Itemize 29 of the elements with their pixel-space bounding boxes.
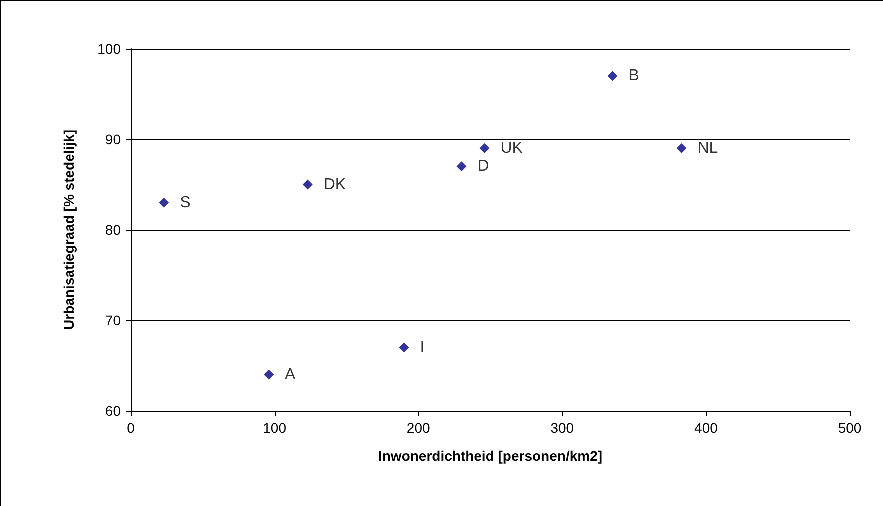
annotation: D [478,158,490,176]
annotation: S [180,194,191,212]
point [264,370,274,380]
x-tick-label: 0 [127,420,136,436]
annotation: I [420,339,425,356]
annotation: NL [698,140,718,158]
point [159,198,170,208]
point [608,71,618,82]
annotation: A [285,366,296,384]
point [480,144,490,154]
point [399,342,410,353]
y-axis-title: Urbanisatiegraad [% stedelijk] [61,130,77,330]
x-tick-label: 500 [838,420,862,436]
x-tick-label: 100 [263,420,287,436]
x-tick-label: 200 [406,420,430,436]
annotation: UK [500,140,524,158]
y-tick-label: 70 [105,312,122,328]
y-tick-label: 90 [105,132,122,148]
annotation: B [628,68,640,85]
point [676,144,687,154]
x-axis-title: Inwonerdichtheid [personen/km2] [378,448,603,464]
x-tick-label: 300 [550,420,574,436]
y-tick-label: 100 [98,41,122,57]
point [302,180,313,190]
y-tick-label: 60 [105,403,122,419]
point [456,162,467,172]
x-tick-label: 400 [694,420,718,436]
annotation: DK [324,176,346,194]
y-tick-label: 80 [105,222,122,238]
